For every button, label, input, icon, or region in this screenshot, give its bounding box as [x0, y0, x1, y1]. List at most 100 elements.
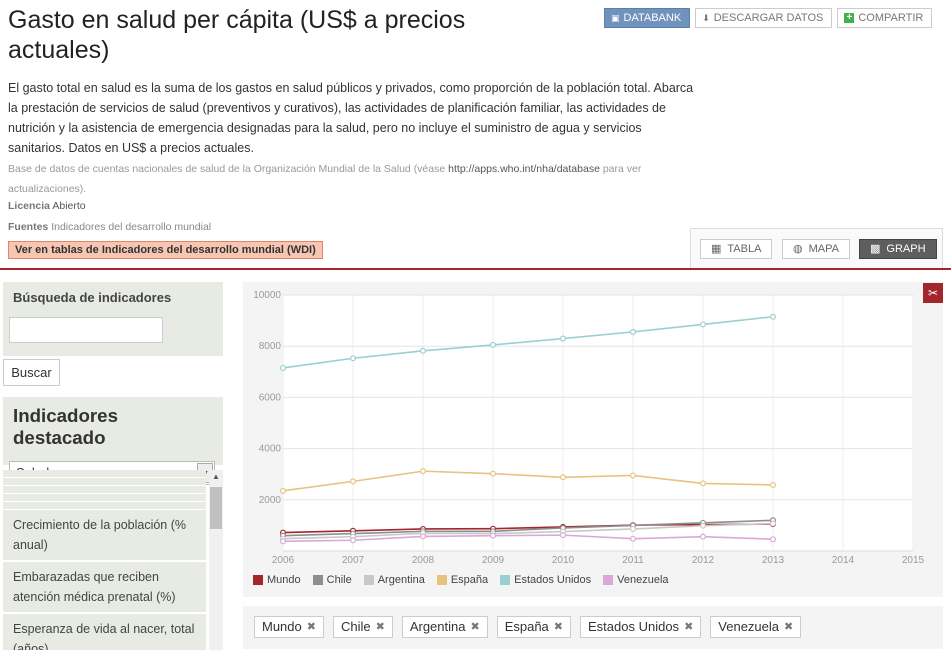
data-point	[490, 341, 497, 348]
sources-label: Fuentes	[8, 221, 49, 233]
databank-button[interactable]: ▣ DATABANK	[604, 8, 691, 28]
close-icon[interactable]: ✖	[306, 621, 316, 633]
list-item[interactable]: Embarazadas que reciben atención médica …	[3, 562, 206, 614]
series-line	[282, 470, 774, 492]
share-button[interactable]: + COMPARTIR	[837, 8, 933, 28]
data-point	[700, 480, 707, 487]
data-point	[560, 532, 567, 539]
close-icon[interactable]: ✖	[684, 621, 694, 633]
license-value: Abierto	[52, 200, 86, 212]
legend-item[interactable]: Chile	[312, 574, 352, 586]
x-tick-label: 2011	[622, 555, 644, 566]
scroll-up-icon[interactable]: ▲	[212, 472, 220, 481]
country-tag-label: Argentina	[409, 619, 466, 634]
tab-map[interactable]: ◍ MAPA	[782, 239, 850, 259]
country-tag-label: Venezuela	[718, 619, 780, 634]
country-tag[interactable]: España ✖	[496, 616, 571, 638]
share-label: COMPARTIR	[858, 12, 924, 24]
country-tag[interactable]: Mundo ✖	[254, 616, 324, 638]
license-label: Licencia	[8, 200, 51, 212]
country-tag[interactable]: Chile ✖	[332, 616, 393, 638]
close-icon[interactable]: ✖	[784, 621, 794, 633]
tab-map-label: MAPA	[808, 243, 839, 255]
sources-row: Fuentes Indicadores del desarrollo mundi…	[8, 221, 211, 233]
chart-legend: Mundo Chile Argentina España Estados Unidos V…	[253, 574, 669, 586]
country-tag-label: España	[504, 619, 549, 634]
x-tick-label: 2010	[552, 555, 575, 566]
fullscreen-icon[interactable]: ✂	[923, 283, 943, 303]
tab-table-label: TABLA	[727, 243, 762, 255]
legend-label: Argentina	[377, 574, 425, 586]
data-point	[560, 474, 567, 481]
view-tabs: ▦ TABLA ◍ MAPA ▩ GRAPH	[690, 228, 943, 270]
list-item[interactable]	[3, 494, 206, 502]
tab-graph[interactable]: ▩ GRAPH	[859, 239, 937, 259]
data-point	[560, 335, 567, 342]
list-item[interactable]	[3, 470, 206, 478]
close-icon[interactable]: ✖	[470, 621, 480, 633]
globe-icon: ◍	[793, 243, 803, 255]
country-tag[interactable]: Venezuela ✖	[710, 616, 802, 638]
list-item[interactable]	[3, 502, 206, 510]
search-title: Búsqueda de indicadores	[13, 290, 172, 305]
series-line	[282, 519, 774, 537]
wdi-link[interactable]: Ver en tablas de Indicadores del desarro…	[8, 241, 323, 259]
download-label: DESCARGAR DATOS	[713, 12, 824, 24]
data-point	[630, 472, 637, 479]
legend-item[interactable]: Mundo	[253, 574, 301, 586]
legend-item[interactable]: Estados Unidos	[500, 574, 591, 586]
list-item[interactable]: Esperanza de vida al nacer, total (años)	[3, 614, 206, 650]
license-row: Licencia Abierto	[8, 200, 86, 212]
search-button[interactable]: Buscar	[3, 359, 60, 386]
data-point	[700, 321, 707, 328]
line-chart: 2006 2007 2008 2009 2010 2011 2012 2013 2014 2015…	[253, 290, 924, 566]
country-tag[interactable]: Estados Unidos ✖	[580, 616, 702, 638]
data-point	[420, 347, 427, 354]
plot-area	[282, 294, 914, 552]
list-item[interactable]	[3, 486, 206, 494]
data-point	[769, 520, 776, 527]
scroll-thumb[interactable]	[210, 487, 222, 529]
list-item[interactable]: Crecimiento de la población (% anual)	[3, 510, 206, 562]
download-data-button[interactable]: ⬇ DESCARGAR DATOS	[695, 8, 833, 28]
section-divider	[0, 268, 951, 270]
list-item[interactable]	[3, 478, 206, 486]
sidebar: Búsqueda de indicadores Buscar Indicador…	[3, 282, 223, 650]
table-icon: ▦	[711, 243, 722, 255]
country-tag[interactable]: Argentina ✖	[401, 616, 488, 638]
tab-table[interactable]: ▦ TABLA	[700, 239, 773, 259]
close-icon[interactable]: ✖	[553, 621, 563, 633]
country-tag-label: Chile	[340, 619, 371, 634]
header-section: Gasto en salud per cápita (US$ a precios…	[0, 0, 951, 270]
tab-graph-label: GRAPH	[886, 243, 926, 255]
chart-icon: ▩	[870, 243, 881, 255]
data-point	[769, 313, 776, 320]
y-tick-label: 8000	[259, 341, 282, 352]
data-point	[769, 481, 776, 488]
indicator-search-panel: Búsqueda de indicadores	[3, 282, 223, 356]
y-tick-label: 10000	[253, 290, 281, 301]
data-point	[420, 468, 427, 475]
list-scrollbar[interactable]: ▲	[209, 470, 223, 650]
legend-item[interactable]: Venezuela	[603, 574, 669, 586]
download-icon: ⬇	[702, 13, 710, 23]
source-after: para ver actualizaciones).	[8, 163, 642, 195]
legend-swatch	[603, 575, 614, 585]
featured-panel: Indicadores destacado Salud ▼	[3, 397, 223, 485]
close-icon[interactable]: ✖	[375, 621, 385, 633]
series-line	[282, 534, 774, 543]
data-point	[630, 525, 637, 532]
search-input[interactable]	[9, 317, 163, 343]
source-note: Base de datos de cuentas nacionales de s…	[8, 159, 688, 199]
legend-item[interactable]: España	[436, 574, 489, 586]
legend-item[interactable]: Argentina	[363, 574, 425, 586]
x-tick-label: 2009	[482, 555, 505, 566]
legend-label: España	[450, 574, 489, 586]
featured-title: Indicadores destacado	[13, 405, 118, 448]
data-point	[349, 478, 356, 485]
legend-label: Estados Unidos	[514, 574, 592, 586]
series-line	[282, 522, 774, 540]
sources-value: Indicadores del desarrollo mundial	[51, 221, 212, 233]
legend-swatch	[436, 575, 447, 585]
source-link[interactable]: http://apps.who.int/nha/database	[448, 163, 600, 175]
